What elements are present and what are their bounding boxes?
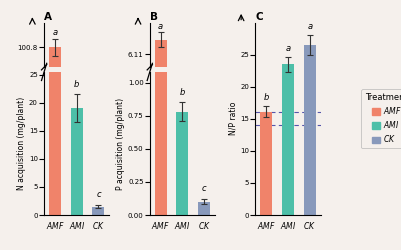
Text: C: C	[255, 12, 263, 22]
Bar	[282, 64, 294, 215]
Bar	[176, 112, 188, 215]
Bar	[49, 0, 61, 215]
Bar	[198, 202, 210, 215]
Y-axis label: P acquisition (mg/plant): P acquisition (mg/plant)	[116, 98, 125, 190]
Text: A: A	[44, 12, 52, 22]
Bar	[155, 40, 167, 250]
Text: b: b	[74, 80, 79, 89]
Bar	[304, 45, 316, 215]
Bar	[260, 112, 272, 215]
Text: a: a	[158, 22, 163, 31]
Text: a: a	[53, 28, 57, 37]
Y-axis label: N acquisition (mg/plant): N acquisition (mg/plant)	[17, 97, 26, 190]
Bar	[49, 47, 61, 250]
Bar	[71, 108, 83, 215]
Bar	[93, 206, 104, 215]
Text: B: B	[150, 12, 158, 22]
Text: b: b	[180, 88, 185, 97]
Y-axis label: N/P ratio: N/P ratio	[229, 102, 237, 136]
Text: c: c	[202, 184, 207, 194]
Bar	[155, 0, 167, 215]
Text: a: a	[286, 44, 291, 53]
Text: c: c	[96, 190, 101, 199]
Text: a: a	[307, 22, 312, 32]
Legend: $\mathit{AMF}$, $\mathit{AMI}$, $\mathit{CK}$: $\mathit{AMF}$, $\mathit{AMI}$, $\mathit…	[361, 89, 401, 148]
Text: b: b	[263, 93, 269, 102]
